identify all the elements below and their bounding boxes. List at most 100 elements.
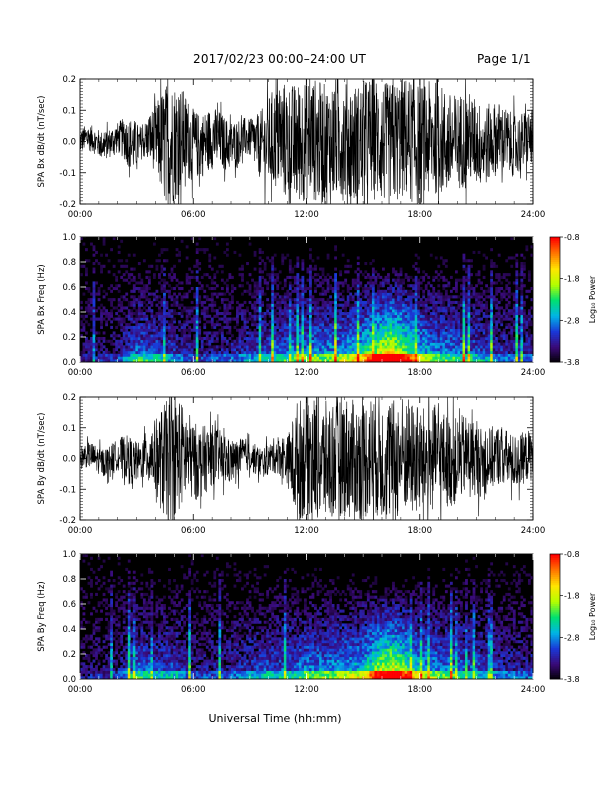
heatmap-cell: [251, 303, 254, 307]
heatmap-cell: [414, 275, 418, 279]
heatmap-cell: [243, 331, 247, 335]
heatmap-cell: [444, 284, 448, 288]
heatmap-cell: [281, 328, 285, 332]
panel-3: -0.2-0.10.00.10.200:00 06:00 12:00 18:00 24:…: [37, 393, 545, 536]
heatmap-cell: [439, 350, 443, 354]
heatmap-cell: [495, 312, 499, 316]
heatmap-cell: [331, 337, 335, 341]
heatmap-cell: [371, 312, 375, 316]
heatmap-cell: [278, 306, 282, 310]
heatmap-cell: [487, 345, 491, 349]
heatmap-cell: [414, 298, 418, 302]
heatmap-cell: [409, 353, 413, 357]
heatmap-cell: [460, 353, 463, 357]
heatmap-cell: [193, 325, 197, 329]
heatmap-cell: [492, 348, 496, 352]
heatmap-cell: [291, 323, 295, 327]
heatmap-cell: [384, 350, 388, 354]
heatmap-cell: [399, 306, 403, 310]
heatmap-cell: [286, 342, 290, 346]
heatmap-cell: [392, 325, 395, 329]
heatmap-cell: [183, 295, 186, 299]
heatmap-cell: [361, 287, 365, 291]
heatmap-cell: [462, 350, 466, 354]
heatmap-cell: [236, 342, 239, 346]
heatmap-cell: [178, 287, 181, 291]
heatmap-cell: [306, 278, 310, 282]
heatmap-cell: [107, 339, 111, 343]
heatmap-cell: [356, 275, 360, 279]
heatmap-cell: [460, 356, 463, 360]
heatmap-cell: [309, 248, 312, 252]
heatmap-cell: [349, 345, 353, 349]
heatmap-cell: [422, 356, 426, 360]
heatmap-cell: [402, 281, 405, 285]
x-tick-label: 00:00: [68, 368, 93, 378]
heatmap-cell: [271, 262, 275, 266]
heatmap-cell: [384, 334, 388, 338]
heatmap-cell: [319, 337, 322, 341]
heatmap-cell: [452, 345, 456, 349]
heatmap-cell: [424, 298, 428, 302]
heatmap-cell: [100, 317, 103, 321]
heatmap-cell: [392, 331, 395, 335]
heatmap-cell: [160, 284, 164, 288]
heatmap-cell: [288, 295, 292, 299]
heatmap-cell: [356, 289, 360, 293]
heatmap-cell: [530, 334, 534, 338]
heatmap-cell: [369, 284, 373, 288]
heatmap-cell: [490, 328, 494, 332]
heatmap-cell: [460, 359, 463, 363]
heatmap-cell: [223, 356, 227, 360]
heatmap-cell: [432, 287, 436, 291]
heatmap-cell: [92, 356, 96, 360]
heatmap-cell: [100, 309, 103, 313]
heatmap-cell: [132, 342, 136, 346]
heatmap-cell: [185, 275, 189, 279]
heatmap-cell: [142, 348, 146, 352]
heatmap-cell: [505, 323, 509, 327]
heatmap-cell: [145, 339, 149, 343]
heatmap-cell: [231, 353, 234, 357]
heatmap-cell: [512, 345, 516, 349]
heatmap-cell: [374, 275, 378, 279]
heatmap-cell: [301, 331, 305, 335]
heatmap-cell: [530, 353, 534, 357]
heatmap-cell: [140, 334, 144, 338]
heatmap-cell: [321, 298, 325, 302]
heatmap-cell: [271, 334, 275, 338]
heatmap-cell: [273, 345, 277, 349]
heatmap-cell: [452, 306, 456, 310]
heatmap-cell: [454, 353, 458, 357]
heatmap-cell: [178, 328, 181, 332]
heatmap-cell: [527, 312, 531, 316]
heatmap-cell: [341, 314, 345, 318]
heatmap-cell: [454, 289, 458, 293]
heatmap-cell: [527, 320, 531, 324]
heatmap-cell: [409, 300, 413, 304]
heatmap-cell: [311, 275, 315, 279]
heatmap-cell: [490, 317, 494, 321]
heatmap-cell: [225, 284, 229, 288]
heatmap-cell: [268, 345, 272, 349]
heatmap-cell: [475, 353, 478, 357]
heatmap-cell: [502, 337, 506, 341]
heatmap-cell: [147, 270, 151, 274]
heatmap-cell: [341, 303, 345, 307]
heatmap-cell: [490, 270, 494, 274]
x-tick-label: 18:00: [408, 210, 433, 220]
heatmap-cell: [215, 337, 219, 341]
heatmap-cell: [384, 281, 388, 285]
heatmap-cell: [225, 331, 229, 335]
heatmap-cell: [444, 295, 448, 299]
heatmap-cell: [288, 328, 292, 332]
heatmap-cell: [251, 337, 254, 341]
heatmap-cell: [422, 278, 426, 282]
heatmap-cell: [480, 339, 483, 343]
heatmap-cell: [326, 359, 330, 363]
heatmap-cell: [127, 356, 131, 360]
heatmap-cell: [497, 353, 501, 357]
heatmap-cell: [80, 328, 83, 332]
heatmap-cell: [155, 348, 159, 352]
heatmap-cell: [80, 334, 83, 338]
